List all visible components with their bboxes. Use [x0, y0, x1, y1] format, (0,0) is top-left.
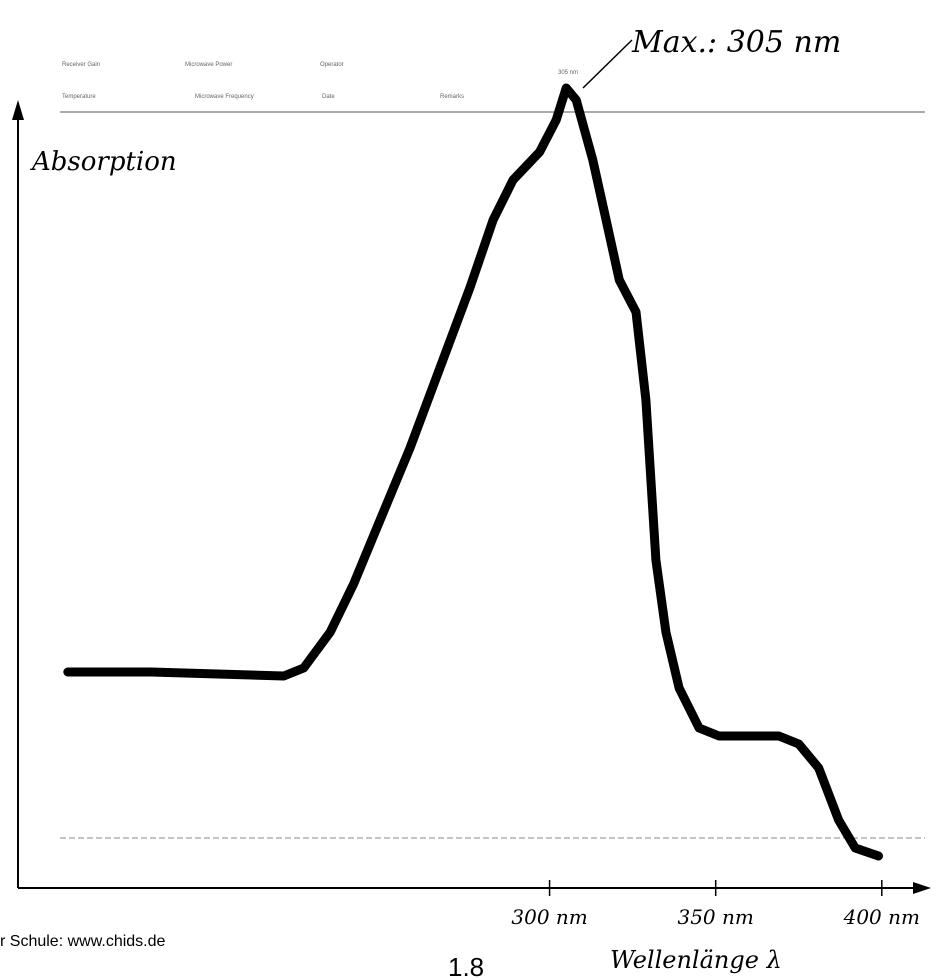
x-tick-label: 300 nm — [511, 905, 587, 929]
x-tick-label: 350 nm — [677, 905, 753, 929]
y-axis-arrow — [12, 100, 24, 120]
x-axis-arrow — [913, 882, 931, 894]
form-label: Microwave Frequency — [195, 94, 254, 100]
annotation: Max.: 305 nm — [631, 25, 841, 60]
page-number: 1.8 — [448, 952, 484, 979]
x-tick-label: 400 nm — [843, 905, 920, 929]
form-label: Temperature — [62, 94, 96, 100]
footer: r Schule: www.chids.de — [0, 933, 166, 950]
form-label: Microwave Power — [185, 62, 232, 68]
form-label: Operator — [320, 62, 344, 68]
annotation-leader — [583, 40, 632, 88]
chart: Absorption Wellenlänge λ Max.: 305 nm 30… — [0, 0, 931, 979]
data-line — [68, 88, 879, 856]
peak-label: 305 nm — [558, 70, 578, 76]
form-label: Date — [322, 94, 335, 100]
form-label: Receiver Gain — [62, 62, 100, 68]
x-axis-label: Wellenlänge λ — [610, 946, 782, 974]
y-axis-label: Absorption — [30, 147, 177, 177]
form-label: Remarks — [440, 94, 464, 100]
page: {"chart_data": { "type": "line", "ylabel… — [0, 0, 931, 979]
